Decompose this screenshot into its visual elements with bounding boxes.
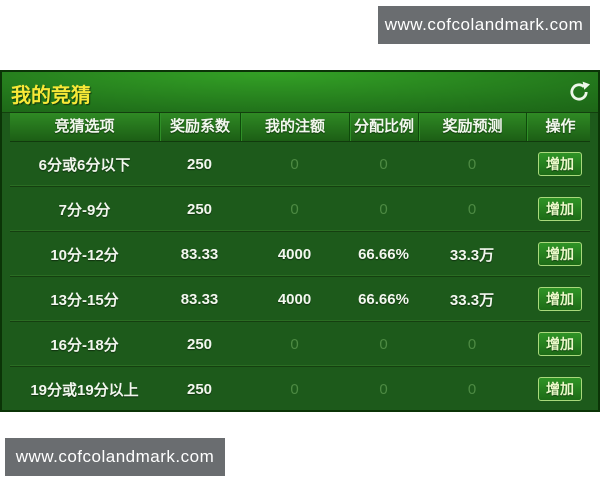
watermark-bottom: www.cofcolandmark.com (5, 438, 225, 476)
col-header-forecast: 奖励预测 (418, 113, 526, 141)
ratio-cell: 66.66% (358, 245, 409, 263)
coefficient-cell: 250 (186, 380, 213, 398)
ratio-cell: 0 (379, 155, 388, 173)
refresh-icon[interactable] (567, 80, 591, 104)
coefficient-cell: 83.33 (180, 245, 219, 263)
my-stake-cell: 4000 (277, 245, 312, 263)
my-stake-cell: 0 (290, 335, 299, 353)
ratio-cell: 66.66% (358, 290, 409, 308)
add-bet-button[interactable]: 增加 (538, 377, 582, 401)
ratio-cell: 0 (379, 335, 388, 353)
ratio-cell: 0 (379, 380, 388, 398)
panel-titlebar: 我的竞猜 (2, 72, 598, 113)
col-header-my-stake: 我的注额 (240, 113, 349, 141)
col-header-ratio: 分配比例 (349, 113, 418, 141)
col-header-coefficient: 奖励系数 (159, 113, 240, 141)
option-cell: 13分-15分 (50, 291, 119, 309)
my-stake-cell: 0 (290, 200, 299, 218)
forecast-cell: 33.3万 (449, 246, 495, 264)
option-cell: 6分或6分以下 (38, 156, 131, 174)
add-bet-button[interactable]: 增加 (538, 197, 582, 221)
table-row: 13分-15分 83.33 4000 66.66% 33.3万 增加 (10, 276, 590, 321)
option-cell: 16分-18分 (50, 336, 119, 354)
add-bet-button[interactable]: 增加 (538, 242, 582, 266)
watermark-top: www.cofcolandmark.com (378, 6, 590, 44)
add-bet-button[interactable]: 增加 (538, 152, 582, 176)
col-header-action: 操作 (526, 113, 594, 141)
add-bet-button[interactable]: 增加 (538, 287, 582, 311)
forecast-cell: 0 (467, 200, 477, 218)
add-bet-button[interactable]: 增加 (538, 332, 582, 356)
coefficient-cell: 83.33 (180, 290, 219, 308)
forecast-cell: 33.3万 (449, 291, 495, 309)
table-row: 19分或19分以上 250 0 0 0 增加 (10, 366, 590, 411)
option-cell: 19分或19分以上 (30, 381, 139, 399)
coefficient-cell: 250 (186, 335, 213, 353)
table-row: 7分-9分 250 0 0 0 增加 (10, 186, 590, 231)
my-stake-cell: 4000 (277, 290, 312, 308)
table-header-row: 竞猜选项 奖励系数 我的注额 分配比例 奖励预测 操作 (10, 113, 590, 142)
option-cell: 7分-9分 (58, 201, 111, 219)
table-row: 10分-12分 83.33 4000 66.66% 33.3万 增加 (10, 231, 590, 276)
table-row: 16分-18分 250 0 0 0 增加 (10, 321, 590, 366)
forecast-cell: 0 (467, 155, 477, 173)
bets-table: 竞猜选项 奖励系数 我的注额 分配比例 奖励预测 操作 6分或6分以下 250 … (10, 113, 590, 411)
ratio-cell: 0 (379, 200, 388, 218)
col-header-option: 竞猜选项 (54, 118, 115, 135)
forecast-cell: 0 (467, 380, 477, 398)
coefficient-cell: 250 (186, 200, 213, 218)
table-row: 6分或6分以下 250 0 0 0 增加 (10, 142, 590, 186)
option-cell: 10分-12分 (50, 246, 119, 264)
my-stake-cell: 0 (290, 155, 299, 173)
forecast-cell: 0 (467, 335, 477, 353)
my-bets-panel: 我的竞猜 竞猜选项 奖励系数 我的注额 分配比例 奖励预测 操作 6分或6分以下… (0, 70, 600, 412)
panel-title: 我的竞猜 (11, 85, 91, 107)
coefficient-cell: 250 (186, 155, 213, 173)
my-stake-cell: 0 (290, 380, 299, 398)
